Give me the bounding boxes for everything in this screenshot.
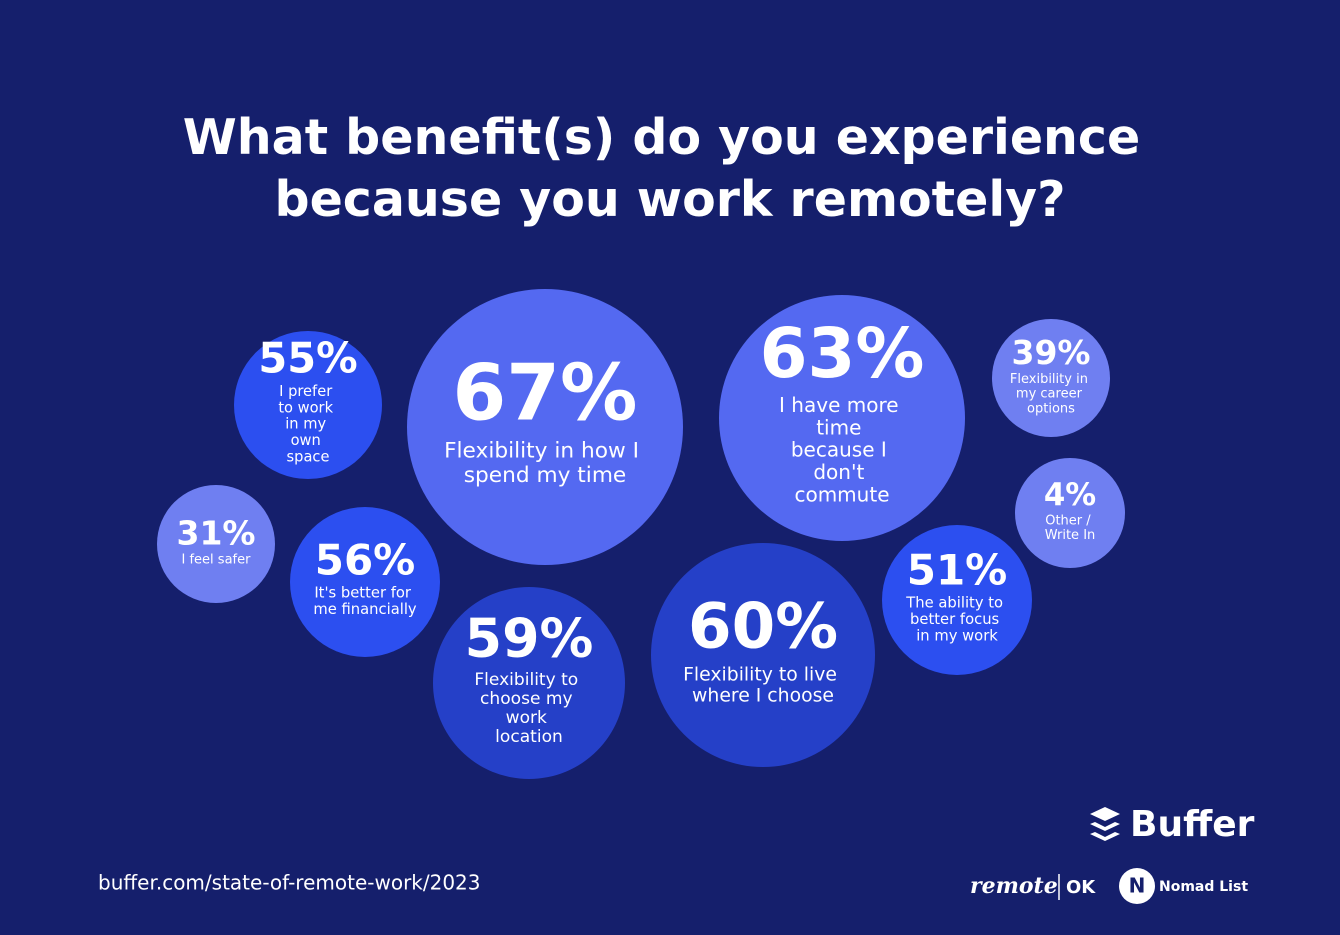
category-label: The ability to better focus in my work xyxy=(905,594,1008,644)
value-label: 51% xyxy=(907,545,1008,594)
ok-logo: OK xyxy=(1066,877,1096,898)
nomad-logo: Nomad List xyxy=(1159,879,1248,895)
category-label: Flexibility in how I spend my time xyxy=(444,439,646,488)
bubble xyxy=(290,507,440,657)
remote-logo: remote xyxy=(970,873,1058,899)
value-label: 59% xyxy=(465,606,594,669)
buffer-logo: Buffer xyxy=(1090,804,1255,845)
nomad-icon xyxy=(1119,868,1155,904)
bubble xyxy=(407,289,683,565)
bubble-group: The ability to better focus in my work51… xyxy=(882,525,1032,675)
value-label: 60% xyxy=(688,590,838,663)
category-label: Other / Write In xyxy=(1045,513,1096,543)
value-label: 31% xyxy=(176,513,255,552)
bubble xyxy=(719,295,965,541)
buffer-icon xyxy=(1090,807,1120,841)
category-label: I have more time because I don't commute xyxy=(779,392,905,506)
category-label: I feel safer xyxy=(182,552,252,567)
category-label: It's better for me financially xyxy=(313,585,417,619)
bubble-group: I have more time because I don't commute… xyxy=(719,295,965,541)
bubble xyxy=(1015,458,1125,568)
bubble xyxy=(234,331,382,479)
value-label: 39% xyxy=(1011,333,1090,372)
bubble xyxy=(157,485,275,603)
value-label: 55% xyxy=(258,335,357,383)
source: buffer.com/state-of-remote-work/2023 xyxy=(98,871,481,895)
value-label: 56% xyxy=(315,536,416,585)
value-label: 4% xyxy=(1044,477,1096,513)
bubble-group: Other / Write In4% xyxy=(1015,458,1125,568)
value-label: 63% xyxy=(760,314,925,394)
category-label: I prefer to work in my own space xyxy=(278,383,337,466)
buffer-wordmark: Buffer xyxy=(1130,804,1255,845)
bubble xyxy=(433,587,625,779)
bubble xyxy=(882,525,1032,675)
category-label: Flexibility in my career options xyxy=(1010,372,1092,416)
bubble-group: Flexibility to choose my work location59… xyxy=(433,587,625,779)
category-label: Flexibility to live where I choose xyxy=(683,664,843,706)
bubble xyxy=(651,543,875,767)
chart-title: What benefit(s) do you experience becaus… xyxy=(183,109,1158,228)
nomad-icon-letter: N xyxy=(1129,874,1146,898)
bubble xyxy=(992,319,1110,437)
category-label: Flexibility to choose my work location xyxy=(474,670,583,747)
value-label: 67% xyxy=(453,348,638,438)
